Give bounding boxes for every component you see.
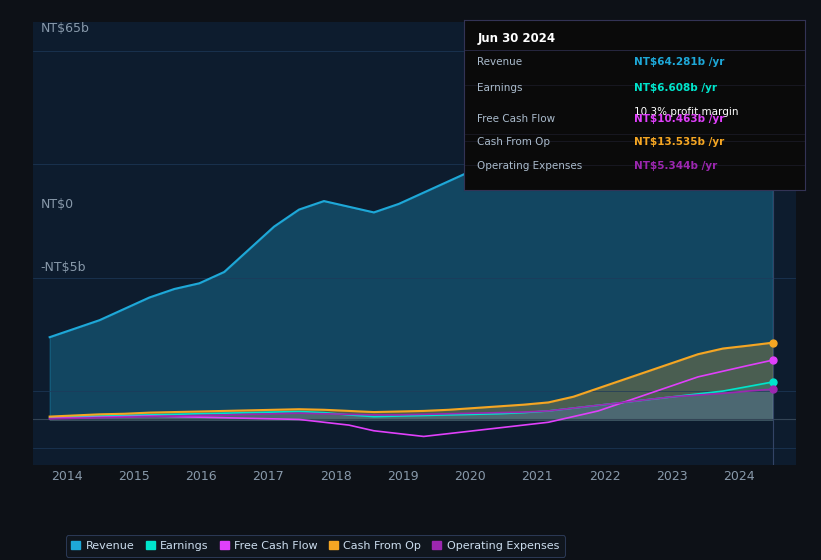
Text: NT$64.281b /yr: NT$64.281b /yr [635,57,725,67]
Text: NT$5.344b /yr: NT$5.344b /yr [635,161,718,171]
Text: NT$13.535b /yr: NT$13.535b /yr [635,137,724,147]
Text: -NT$5b: -NT$5b [40,262,86,274]
Text: 10.3% profit margin: 10.3% profit margin [635,107,739,116]
Text: NT$65b: NT$65b [40,22,89,35]
Text: Jun 30 2024: Jun 30 2024 [478,31,556,45]
Text: Operating Expenses: Operating Expenses [478,161,583,171]
Text: NT$6.608b /yr: NT$6.608b /yr [635,83,718,93]
Text: Cash From Op: Cash From Op [478,137,551,147]
Text: Free Cash Flow: Free Cash Flow [478,114,556,124]
Legend: Revenue, Earnings, Free Cash Flow, Cash From Op, Operating Expenses: Revenue, Earnings, Free Cash Flow, Cash … [66,535,565,557]
Text: Revenue: Revenue [478,57,523,67]
Text: NT$10.463b /yr: NT$10.463b /yr [635,114,725,124]
Text: NT$0: NT$0 [40,198,74,211]
Text: Earnings: Earnings [478,83,523,93]
